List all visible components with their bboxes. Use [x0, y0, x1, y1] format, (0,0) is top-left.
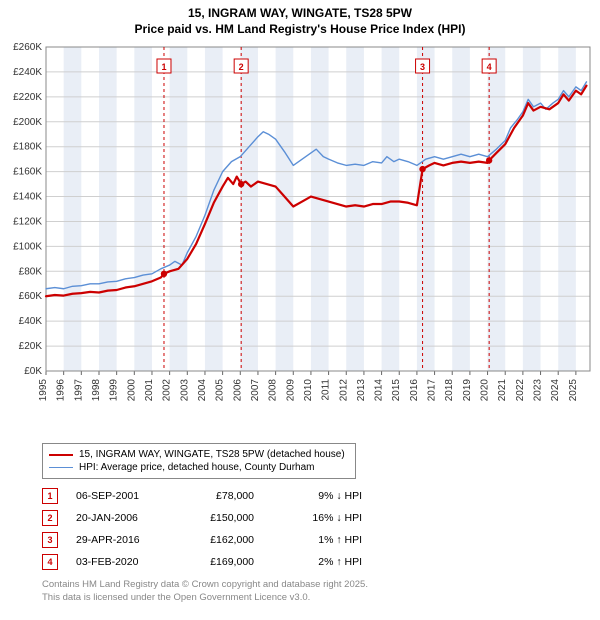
title-line1: 15, INGRAM WAY, WINGATE, TS28 5PW — [4, 6, 596, 22]
svg-text:2020: 2020 — [480, 379, 491, 402]
event-pct: 16% ↓ HPI — [272, 512, 362, 524]
svg-text:1995: 1995 — [38, 379, 49, 402]
svg-text:2012: 2012 — [338, 379, 349, 402]
event-pct: 2% ↑ HPI — [272, 556, 362, 568]
svg-text:£120K: £120K — [13, 217, 42, 228]
svg-text:2002: 2002 — [162, 379, 173, 402]
svg-text:2019: 2019 — [462, 379, 473, 402]
svg-text:£40K: £40K — [19, 316, 43, 327]
footnote-line2: This data is licensed under the Open Gov… — [42, 592, 592, 604]
legend-row: HPI: Average price, detached house, Coun… — [49, 461, 349, 474]
svg-text:2024: 2024 — [550, 379, 561, 402]
svg-text:2011: 2011 — [321, 379, 332, 401]
event-marker: 4 — [42, 554, 58, 570]
svg-text:3: 3 — [420, 62, 425, 72]
svg-text:2003: 2003 — [179, 379, 190, 402]
svg-text:2023: 2023 — [533, 379, 544, 402]
svg-text:4: 4 — [487, 62, 492, 72]
svg-text:2013: 2013 — [356, 379, 367, 402]
event-row: 3 29-APR-2016 £162,000 1% ↑ HPI — [42, 529, 592, 551]
svg-text:£140K: £140K — [13, 192, 42, 203]
svg-text:2021: 2021 — [497, 379, 508, 402]
event-pct: 9% ↓ HPI — [272, 490, 362, 502]
chart-title: 15, INGRAM WAY, WINGATE, TS28 5PW Price … — [0, 0, 600, 39]
footnote-line1: Contains HM Land Registry data © Crown c… — [42, 579, 592, 591]
event-marker: 1 — [42, 488, 58, 504]
svg-text:2010: 2010 — [303, 379, 314, 402]
svg-text:£220K: £220K — [13, 92, 42, 103]
legend-label: 15, INGRAM WAY, WINGATE, TS28 5PW (detac… — [79, 449, 345, 460]
event-date: 20-JAN-2006 — [76, 512, 166, 524]
legend-swatch — [49, 467, 73, 468]
svg-text:2004: 2004 — [197, 379, 208, 402]
event-pct: 1% ↑ HPI — [272, 534, 362, 546]
event-price: £169,000 — [184, 556, 254, 568]
svg-text:2008: 2008 — [268, 379, 279, 402]
svg-text:2001: 2001 — [144, 379, 155, 402]
svg-text:£80K: £80K — [19, 266, 43, 277]
event-marker: 3 — [42, 532, 58, 548]
svg-text:2: 2 — [239, 62, 244, 72]
legend-row: 15, INGRAM WAY, WINGATE, TS28 5PW (detac… — [49, 448, 349, 461]
event-date: 03-FEB-2020 — [76, 556, 166, 568]
svg-text:2005: 2005 — [215, 379, 226, 402]
svg-text:1997: 1997 — [73, 379, 84, 402]
event-row: 4 03-FEB-2020 £169,000 2% ↑ HPI — [42, 551, 592, 573]
event-marker: 2 — [42, 510, 58, 526]
event-price: £150,000 — [184, 512, 254, 524]
legend-swatch — [49, 454, 73, 456]
event-date: 06-SEP-2001 — [76, 490, 166, 502]
footnote: Contains HM Land Registry data © Crown c… — [42, 579, 592, 604]
chart-svg: £0K £20K £40K £60K £80K £100K £120K £140K £160K £… — [4, 39, 596, 439]
svg-text:£0K: £0K — [24, 366, 42, 377]
svg-text:2016: 2016 — [409, 379, 420, 402]
svg-text:2014: 2014 — [374, 379, 385, 402]
svg-text:2015: 2015 — [391, 379, 402, 402]
svg-text:2009: 2009 — [285, 379, 296, 402]
svg-text:£160K: £160K — [13, 167, 42, 178]
svg-text:1999: 1999 — [109, 379, 120, 402]
page-root: 15, INGRAM WAY, WINGATE, TS28 5PW Price … — [0, 0, 600, 604]
svg-text:2007: 2007 — [250, 379, 261, 402]
title-line2: Price paid vs. HM Land Registry's House … — [4, 22, 596, 38]
svg-text:2018: 2018 — [444, 379, 455, 402]
svg-text:1996: 1996 — [56, 379, 67, 402]
event-price: £78,000 — [184, 490, 254, 502]
svg-text:2025: 2025 — [568, 379, 579, 402]
svg-text:2000: 2000 — [126, 379, 137, 402]
svg-text:£260K: £260K — [13, 42, 42, 53]
event-row: 1 06-SEP-2001 £78,000 9% ↓ HPI — [42, 485, 592, 507]
svg-text:2006: 2006 — [232, 379, 243, 402]
svg-text:£180K: £180K — [13, 142, 42, 153]
svg-text:£100K: £100K — [13, 242, 42, 253]
legend: 15, INGRAM WAY, WINGATE, TS28 5PW (detac… — [42, 443, 356, 479]
svg-text:£200K: £200K — [13, 117, 42, 128]
event-row: 2 20-JAN-2006 £150,000 16% ↓ HPI — [42, 507, 592, 529]
event-price: £162,000 — [184, 534, 254, 546]
svg-text:£60K: £60K — [19, 291, 43, 302]
event-date: 29-APR-2016 — [76, 534, 166, 546]
svg-text:£240K: £240K — [13, 67, 42, 78]
chart: £0K £20K £40K £60K £80K £100K £120K £140K £160K £… — [4, 39, 596, 439]
svg-text:1: 1 — [161, 62, 166, 72]
legend-label: HPI: Average price, detached house, Coun… — [79, 462, 315, 473]
svg-text:£20K: £20K — [19, 341, 43, 352]
svg-text:2017: 2017 — [427, 379, 438, 402]
events-table: 1 06-SEP-2001 £78,000 9% ↓ HPI 2 20-JAN-2006 £… — [42, 485, 592, 573]
svg-text:2022: 2022 — [515, 379, 526, 402]
svg-text:1998: 1998 — [91, 379, 102, 402]
